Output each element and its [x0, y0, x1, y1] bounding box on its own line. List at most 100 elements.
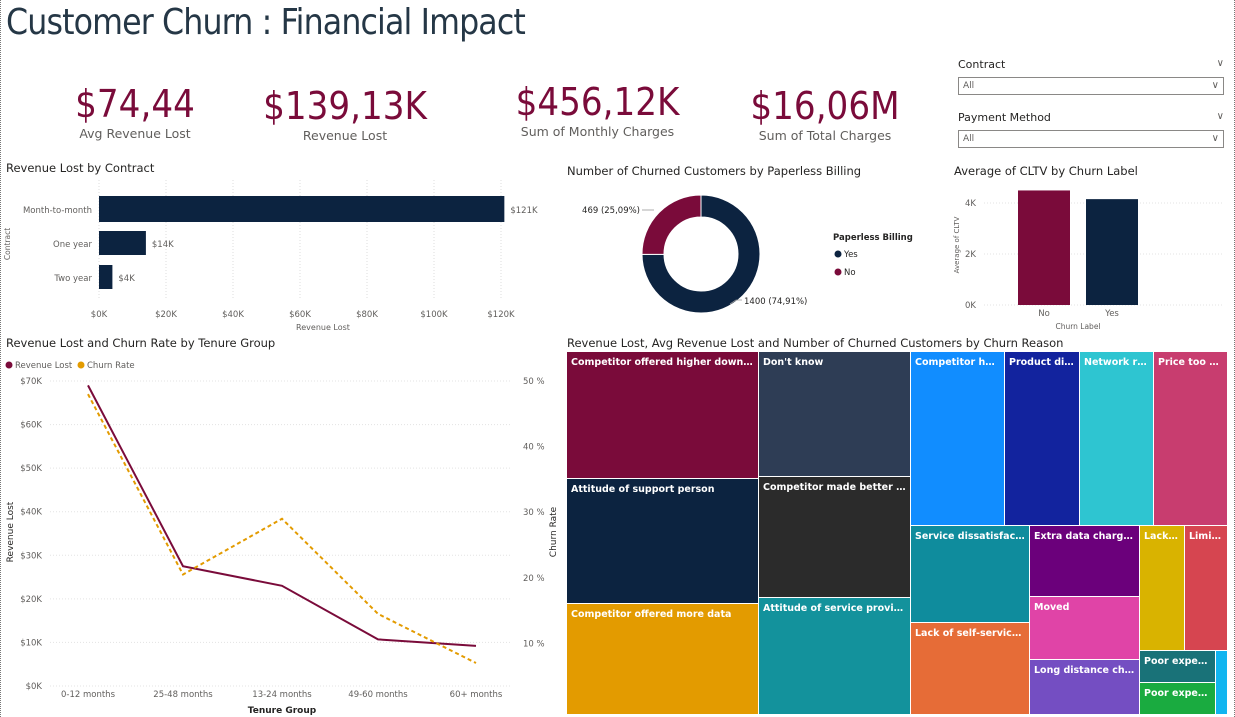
treemap-tile[interactable]: Moved	[1030, 597, 1140, 660]
tenure-chart-title: Revenue Lost and Churn Rate by Tenure Gr…	[6, 336, 276, 350]
bar	[99, 231, 146, 255]
treemap-tile[interactable]: Poor expertis...	[1140, 651, 1216, 683]
treemap-tile[interactable]	[1216, 651, 1228, 715]
y-tick-label: 2K	[965, 250, 976, 260]
value-label: $14K	[152, 240, 174, 250]
treemap-tile[interactable]: Attitude of service provider	[759, 598, 911, 715]
y-tick-label: 4K	[965, 199, 976, 209]
x-tick-label: $80K	[356, 310, 378, 320]
treemap-tile[interactable]: Network relia...	[1080, 352, 1154, 526]
value-label: $121K	[510, 206, 538, 216]
treemap-tile[interactable]: Competitor offered more data	[567, 604, 759, 715]
kpi-label: Revenue Lost	[302, 128, 388, 143]
contract-chart-title: Revenue Lost by Contract	[6, 161, 155, 175]
cltv-chart-title: Average of CLTV by Churn Label	[954, 164, 1138, 178]
kpi-card-total-charges[interactable]: $16,06M Sum of Total Charges	[740, 84, 910, 143]
kpi-value: $74,44	[75, 82, 195, 126]
treemap-tile[interactable]: Long distance charges	[1030, 660, 1140, 715]
x-tick-label: $60K	[289, 310, 311, 320]
y-tick-label: $60K	[20, 421, 42, 431]
treemap-tile[interactable]: Competitor made better offer	[759, 477, 911, 598]
chevron-down-icon: ∨	[1211, 80, 1219, 91]
kpi-label: Sum of Total Charges	[758, 128, 892, 143]
x-tick-label: 25-48 months	[153, 690, 213, 700]
chevron-down-icon[interactable]: ∨	[1216, 111, 1224, 122]
y-axis-title: Revenue Lost	[6, 501, 16, 562]
data-label: 1400 (74,91%)	[744, 297, 807, 307]
x-tick-label: 0-12 months	[61, 690, 116, 700]
treemap-tile[interactable]: Service dissatisfaction	[911, 526, 1030, 623]
kpi-value: $139,13K	[263, 84, 427, 128]
x-tick-label: $20K	[155, 310, 177, 320]
x-axis-title: Churn Label	[1055, 322, 1100, 331]
x-tick-label: No	[1038, 309, 1050, 319]
y-tick-label: $0K	[26, 682, 43, 692]
y2-tick-label: 10 %	[523, 639, 545, 649]
category-label: Month-to-month	[23, 206, 92, 216]
cltv-by-churn-chart[interactable]: 0K 2K 4K No Yes Churn Label Average of CLTV	[946, 180, 1231, 335]
legend-marker	[77, 361, 85, 369]
treemap-title: Revenue Lost, Avg Revenue Lost and Numbe…	[567, 336, 1064, 350]
kpi-value: $16,06M	[750, 84, 900, 128]
donut-slice	[641, 194, 702, 255]
y-tick-label: $40K	[20, 508, 42, 518]
treemap-tile[interactable]: Price too high	[1154, 352, 1228, 526]
y2-axis-title: Churn Rate	[549, 506, 559, 557]
dropdown-value: All	[963, 134, 975, 144]
treemap-tile[interactable]: Lack of self-service on ...	[911, 623, 1030, 715]
treemap-tile[interactable]: Poor expertis...	[1140, 683, 1216, 715]
legend-marker	[834, 250, 842, 258]
y2-tick-label: 40 %	[523, 443, 545, 453]
tenure-line-chart[interactable]: Revenue Lost Churn Rate $0K $10K $20K $30K $40…	[0, 352, 560, 717]
bar	[1086, 199, 1138, 305]
kpi-card-avg-revenue-lost[interactable]: $74,44 Avg Revenue Lost	[60, 82, 210, 141]
revenue-lost-line	[87, 384, 477, 647]
donut-slice	[641, 194, 761, 314]
treemap-tile[interactable]: Competitor had b...	[911, 352, 1005, 526]
revenue-by-contract-chart[interactable]: $0K $20K $40K $60K $80K $100K $120K Month-to-mo…	[0, 176, 545, 336]
y-tick-label: $50K	[20, 464, 42, 474]
bar	[1018, 190, 1070, 305]
x-tick-label: 49-60 months	[348, 690, 408, 700]
kpi-card-revenue-lost[interactable]: $139,13K Revenue Lost	[250, 84, 440, 143]
dropdown-value: All	[963, 81, 975, 91]
slicer-payment-method: Payment Method ∨ All ∨	[958, 111, 1224, 148]
treemap-tile[interactable]: Limite...	[1185, 526, 1228, 651]
y-tick-label: $30K	[20, 551, 42, 561]
treemap-tile[interactable]: Attitude of support person	[567, 479, 759, 604]
chevron-down-icon[interactable]: ∨	[1216, 58, 1224, 69]
kpi-card-monthly-charges[interactable]: $456,12K Sum of Monthly Charges	[500, 80, 695, 139]
x-tick-label: $0K	[91, 310, 108, 320]
legend-label: Churn Rate	[87, 361, 135, 371]
slicer-label: Payment Method	[958, 111, 1051, 124]
kpi-label: Sum of Monthly Charges	[520, 124, 675, 139]
churn-reason-treemap[interactable]: Competitor offered higher download sp...…	[567, 352, 1228, 715]
y-axis-title: Contract	[3, 228, 12, 260]
treemap-tile[interactable]: Lack o...	[1140, 526, 1185, 651]
bar	[99, 196, 505, 222]
value-label: $4K	[118, 274, 135, 284]
y-tick-label: $10K	[20, 638, 42, 648]
treemap-tile[interactable]: Extra data charges	[1030, 526, 1140, 597]
treemap-tile[interactable]: Product dissa...	[1005, 352, 1080, 526]
y2-tick-label: 50 %	[523, 377, 545, 387]
legend-label: Revenue Lost	[15, 361, 73, 371]
treemap-tile[interactable]: Competitor offered higher download sp...	[567, 352, 759, 479]
x-axis-title: Revenue Lost	[296, 323, 350, 332]
x-tick-label: Yes	[1104, 309, 1119, 319]
x-tick-label: 13-24 months	[252, 690, 312, 700]
payment-method-dropdown[interactable]: All ∨	[958, 130, 1224, 148]
category-label: One year	[53, 240, 92, 250]
legend-marker	[834, 268, 842, 276]
paperless-billing-donut-chart[interactable]: 1400 (74,91%) 469 (25,09%) Paperless Billi…	[560, 180, 940, 330]
y-axis-title: Average of CLTV	[953, 216, 961, 273]
y2-tick-label: 30 %	[523, 508, 545, 518]
churn-rate-line	[87, 393, 477, 664]
y-tick-label: 0K	[965, 301, 976, 311]
legend-title: Paperless Billing	[833, 233, 913, 243]
legend-marker	[5, 361, 13, 369]
treemap-tile[interactable]: Don't know	[759, 352, 911, 477]
slicer-contract: Contract ∨ All ∨	[958, 58, 1224, 95]
contract-dropdown[interactable]: All ∨	[958, 77, 1224, 95]
category-label: Two year	[53, 274, 92, 284]
